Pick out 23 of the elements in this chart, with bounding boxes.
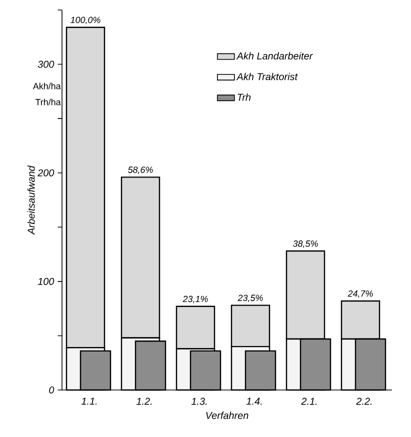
- annotation: 23,1%: [182, 296, 208, 304]
- y-tick-label: 200: [38, 169, 54, 176]
- annotation: 24,7%: [348, 290, 373, 298]
- annotation: 23,5%: [238, 294, 263, 302]
- legend-label: Akh Landarbeiter: [236, 52, 313, 60]
- annotation: 100,0%: [70, 16, 100, 24]
- x-tick-label: 2.1.: [301, 398, 317, 405]
- legend-label: Akh Traktorist: [236, 72, 298, 80]
- y-tick-label: 300: [38, 60, 54, 68]
- y-axis-title: Arbeitsaufwand: [27, 165, 35, 235]
- text: Trh/ha: [35, 98, 61, 106]
- x-tick-label: 1.3.: [191, 398, 207, 405]
- x-tick-label: 1.1.: [81, 398, 97, 405]
- annotation: 38,5%: [292, 240, 318, 248]
- x-tick-label: 2.2.: [356, 398, 372, 405]
- y-tick-label: 100: [38, 278, 54, 285]
- annotation: 58,6%: [128, 166, 153, 174]
- text: Akh/ha: [32, 82, 61, 90]
- x-tick-label: 1.4.: [246, 398, 262, 405]
- y-tick-label: 0: [49, 386, 54, 394]
- x-axis-title: Verfahren: [206, 412, 248, 419]
- x-tick-label: 1.2.: [136, 398, 152, 405]
- legend-label: Trh: [238, 94, 251, 101]
